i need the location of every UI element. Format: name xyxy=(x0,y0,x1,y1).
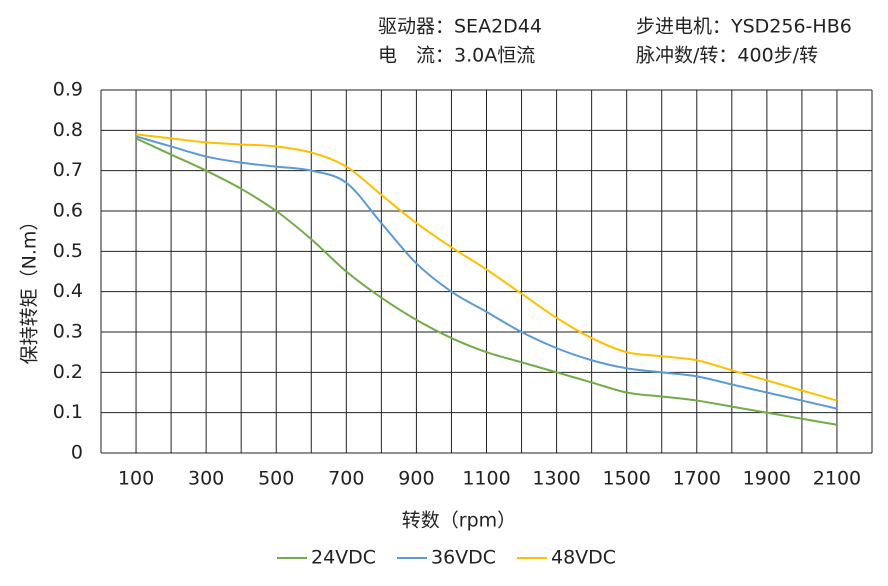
x-tick-label: 2100 xyxy=(813,468,861,490)
x-tick-label: 1700 xyxy=(673,468,721,490)
x-tick-label: 300 xyxy=(188,468,224,490)
y-tick-label: 0.8 xyxy=(53,119,83,141)
x-tick-label: 100 xyxy=(118,468,154,490)
x-tick-label: 1100 xyxy=(462,468,510,490)
y-tick-label: 0.5 xyxy=(53,240,83,262)
info-text: 电 流：3.0A恒流 xyxy=(378,45,535,67)
info-text: 步进电机：YSD256-HB6 xyxy=(636,16,852,38)
y-tick-label: 0.1 xyxy=(53,401,83,423)
y-tick-label: 0.3 xyxy=(53,321,83,343)
x-tick-label: 700 xyxy=(328,468,364,490)
y-tick-label: 0.9 xyxy=(53,79,83,101)
y-tick-label: 0.6 xyxy=(53,200,83,222)
series-line xyxy=(135,133,838,402)
x-tick-label: 500 xyxy=(258,468,294,490)
y-axis-label: 保持转矩（N.m） xyxy=(19,212,41,365)
x-tick-label: 900 xyxy=(398,468,434,490)
info-text: 脉冲数/转：400步/转 xyxy=(636,45,818,67)
x-tick-label: 1500 xyxy=(603,468,651,490)
series-line xyxy=(135,137,838,426)
legend-label: 48VDC xyxy=(551,547,616,569)
y-tick-label: 0.4 xyxy=(53,280,83,302)
legend-label: 24VDC xyxy=(311,547,376,569)
y-tick-label: 0.2 xyxy=(53,361,83,383)
x-axis-label: 转数（rpm） xyxy=(402,510,516,532)
y-tick-label: 0.7 xyxy=(53,159,83,181)
x-tick-label: 1900 xyxy=(743,468,791,490)
series-line xyxy=(135,135,838,410)
y-tick-label: 0 xyxy=(71,442,83,464)
legend-label: 36VDC xyxy=(431,547,496,569)
info-text: 驱动器：SEA2D44 xyxy=(378,16,542,38)
x-tick-label: 1300 xyxy=(532,468,580,490)
